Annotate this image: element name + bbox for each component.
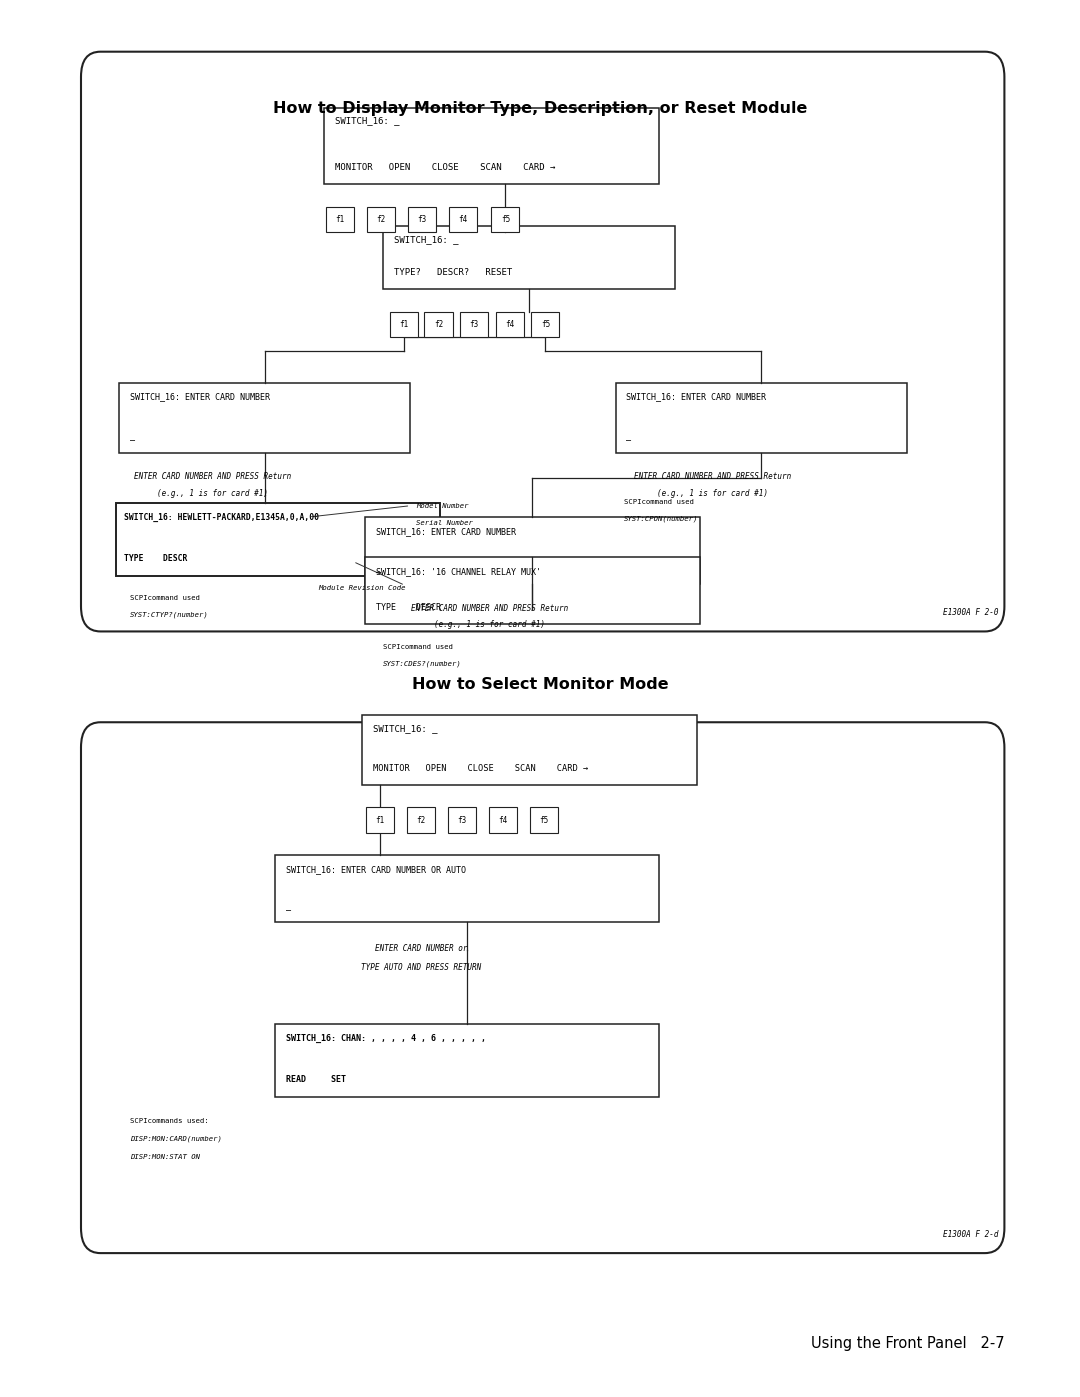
Bar [460,312,488,337]
Text: (e.g., 1 is for card #1): (e.g., 1 is for card #1) [434,620,544,629]
Text: SWITCH_16: ENTER CARD NUMBER: SWITCH_16: ENTER CARD NUMBER [130,393,270,401]
Text: Serial Number: Serial Number [416,520,473,525]
Bar [489,807,517,833]
Text: f2: f2 [377,215,386,224]
Text: SWITCH_16: CHAN: , , , , 4 , 6 , , , , ,: SWITCH_16: CHAN: , , , , 4 , 6 , , , , , [286,1034,486,1044]
Text: READ     SET: READ SET [286,1076,347,1084]
Bar [530,807,558,833]
Bar [616,383,907,453]
FancyBboxPatch shape [81,722,1004,1253]
Text: SCPIcommand used: SCPIcommand used [130,595,200,601]
Text: SCPIcommands used:: SCPIcommands used: [130,1118,208,1123]
Bar [383,226,675,289]
Bar [496,312,524,337]
Bar [324,108,659,184]
Text: TYPE    DESCR: TYPE DESCR [124,555,188,563]
Text: DISP:MON:STAT ON: DISP:MON:STAT ON [130,1154,200,1160]
Text: f4: f4 [459,215,468,224]
Bar [449,207,477,232]
Text: f1: f1 [400,320,408,328]
Text: Model Number: Model Number [416,503,469,509]
Text: SWITCH_16: ENTER CARD NUMBER: SWITCH_16: ENTER CARD NUMBER [376,527,516,535]
Text: f1: f1 [376,816,384,824]
Text: _: _ [130,433,135,441]
Text: TYPE?   DESCR?   RESET: TYPE? DESCR? RESET [394,268,512,277]
Bar [390,312,418,337]
Text: f5: f5 [540,816,549,824]
Text: f3: f3 [458,816,467,824]
Text: SWITCH_16: HEWLETT-PACKARD,E1345A,0,A,00: SWITCH_16: HEWLETT-PACKARD,E1345A,0,A,00 [124,513,320,522]
Bar [116,503,440,576]
Bar [275,1024,659,1097]
Text: SYST:CPON(number): SYST:CPON(number) [624,515,699,522]
Text: How to Select Monitor Mode: How to Select Monitor Mode [411,678,669,692]
Text: _: _ [626,433,632,441]
Text: MONITOR   OPEN    CLOSE    SCAN    CARD →: MONITOR OPEN CLOSE SCAN CARD → [335,163,555,172]
Text: f2: f2 [434,320,443,328]
Bar [424,312,453,337]
Text: f3: f3 [470,320,478,328]
FancyBboxPatch shape [81,52,1004,631]
Text: SWITCH_16: _: SWITCH_16: _ [373,724,437,732]
Text: ENTER CARD NUMBER or: ENTER CARD NUMBER or [375,944,468,953]
Bar [531,312,559,337]
Text: SYST:CTYP?(number): SYST:CTYP?(number) [130,612,208,619]
Text: TYPE    DESCR: TYPE DESCR [376,604,441,612]
Text: E1300A F 2-0: E1300A F 2-0 [944,609,999,617]
Text: E1300A F 2-d: E1300A F 2-d [944,1231,999,1239]
Text: DISP:MON:CARD(number): DISP:MON:CARD(number) [130,1136,221,1143]
Text: ENTER CARD NUMBER AND PRESS Return: ENTER CARD NUMBER AND PRESS Return [410,604,568,612]
Text: TYPE AUTO AND PRESS RETURN: TYPE AUTO AND PRESS RETURN [361,963,482,971]
Bar [275,855,659,922]
Text: (e.g., 1 is for card #1): (e.g., 1 is for card #1) [158,489,268,497]
Text: _: _ [286,902,292,911]
Bar [448,807,476,833]
Text: SCPIcommand used: SCPIcommand used [383,644,454,650]
Text: f5: f5 [541,320,550,328]
Bar [119,383,410,453]
Text: SWITCH_16: '16 CHANNEL RELAY MUX': SWITCH_16: '16 CHANNEL RELAY MUX' [376,567,541,576]
Text: (e.g., 1 is for card #1): (e.g., 1 is for card #1) [658,489,768,497]
Text: ENTER CARD NUMBER AND PRESS Return: ENTER CARD NUMBER AND PRESS Return [634,472,792,481]
Bar [407,807,435,833]
Bar [326,207,354,232]
Text: f2: f2 [417,816,426,824]
Text: How to Display Monitor Type, Description, or Reset Module: How to Display Monitor Type, Description… [273,102,807,116]
Text: SWITCH_16: _: SWITCH_16: _ [394,235,459,243]
Text: MONITOR   OPEN    CLOSE    SCAN    CARD →: MONITOR OPEN CLOSE SCAN CARD → [373,764,588,773]
Text: f4: f4 [499,816,508,824]
Text: SWITCH_16: ENTER CARD NUMBER OR AUTO: SWITCH_16: ENTER CARD NUMBER OR AUTO [286,865,467,873]
Bar [365,517,700,584]
Text: Using the Front Panel   2-7: Using the Front Panel 2-7 [811,1337,1004,1351]
Text: f4: f4 [505,320,514,328]
Text: f3: f3 [418,215,427,224]
Text: SWITCH_16: ENTER CARD NUMBER: SWITCH_16: ENTER CARD NUMBER [626,393,767,401]
Bar [366,807,394,833]
Text: SCPIcommand used: SCPIcommand used [624,499,694,504]
Text: SWITCH_16: _: SWITCH_16: _ [335,116,400,124]
Text: f5: f5 [501,215,510,224]
Bar [367,207,395,232]
Bar [491,207,519,232]
Text: _: _ [376,564,381,573]
Text: Module Revision Code: Module Revision Code [319,585,406,591]
Bar [365,557,700,624]
Bar [362,715,697,785]
Text: SYST:CDES?(number): SYST:CDES?(number) [383,661,462,668]
Bar [408,207,436,232]
Text: f1: f1 [336,215,345,224]
Text: ENTER CARD NUMBER AND PRESS Return: ENTER CARD NUMBER AND PRESS Return [134,472,292,481]
